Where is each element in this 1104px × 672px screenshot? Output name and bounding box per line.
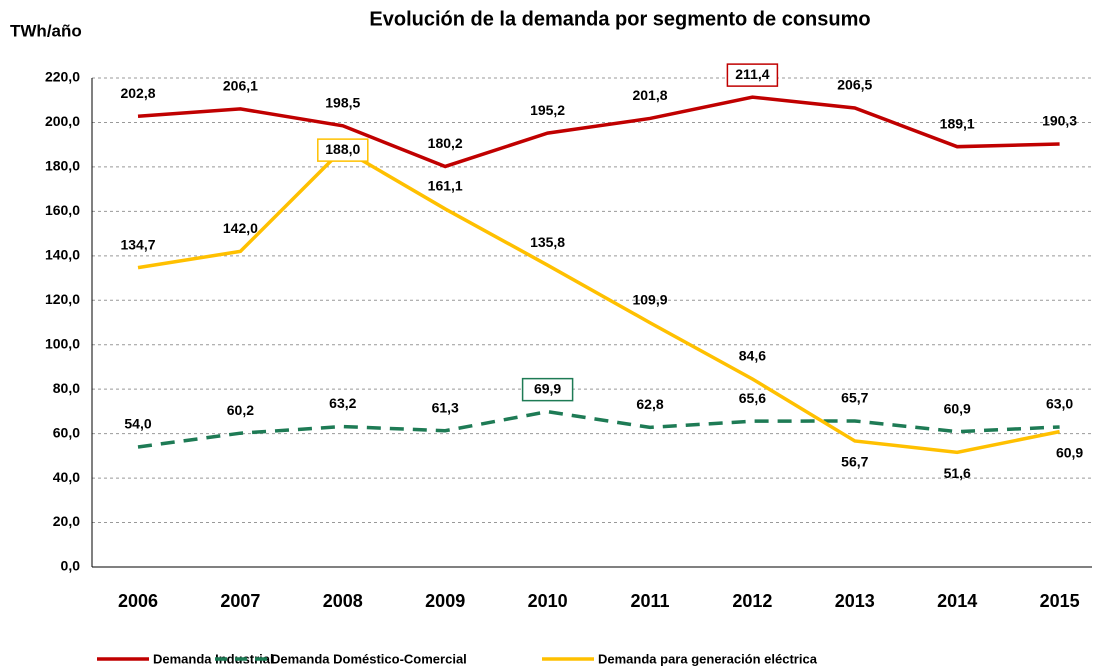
x-tick-label: 2008	[323, 591, 363, 611]
data-label: 69,9	[534, 380, 561, 396]
y-tick-label: 120,0	[45, 291, 80, 307]
y-tick-label: 160,0	[45, 202, 80, 218]
data-label: 65,7	[841, 390, 868, 406]
data-label: 190,3	[1042, 113, 1077, 129]
data-label: 206,5	[837, 77, 872, 93]
y-tick-label: 0,0	[61, 558, 81, 574]
data-label: 51,6	[944, 465, 971, 481]
data-label: 188,0	[325, 141, 360, 157]
y-tick-label: 200,0	[45, 113, 80, 129]
data-label: 211,4	[735, 66, 769, 82]
y-tick-label: 80,0	[53, 380, 80, 396]
x-tick-label: 2014	[937, 591, 977, 611]
highlight-box	[317, 138, 369, 162]
x-tick-label: 2013	[835, 591, 875, 611]
legend-label: Demanda Doméstico-Comercial	[271, 651, 467, 666]
x-tick-label: 2011	[630, 591, 669, 611]
y-tick-label: 100,0	[45, 335, 80, 351]
y-tick-label: 60,0	[53, 424, 80, 440]
data-label: 60,2	[227, 402, 254, 418]
data-label: 60,9	[1056, 444, 1083, 460]
x-tick-label: 2007	[220, 591, 260, 611]
legend-label: Demanda Industrial	[153, 651, 274, 666]
y-tick-label: 140,0	[45, 247, 80, 263]
data-label: 54,0	[124, 416, 151, 432]
data-label: 63,2	[329, 395, 356, 411]
data-label: 109,9	[632, 291, 667, 307]
data-label: 198,5	[325, 94, 360, 110]
series-line	[137, 146, 1060, 455]
data-label: 180,2	[428, 135, 463, 151]
y-tick-label: 20,0	[53, 513, 80, 529]
highlight-box	[726, 63, 779, 87]
y-tick-label: 220,0	[45, 69, 80, 85]
chart-title: Evolución de la demanda por segmento de …	[369, 8, 870, 30]
data-label: 195,2	[530, 102, 565, 118]
data-label: 61,3	[432, 399, 459, 415]
series-line	[137, 409, 1060, 449]
data-label: 84,6	[739, 348, 766, 364]
highlight-box	[521, 377, 574, 402]
data-label: 134,7	[120, 236, 155, 252]
data-label: 56,7	[841, 454, 868, 470]
data-label: 161,1	[428, 178, 463, 194]
x-tick-label: 2015	[1040, 591, 1080, 611]
data-label: 202,8	[120, 85, 155, 101]
data-label: 201,8	[632, 87, 667, 103]
data-label: 206,1	[223, 78, 258, 94]
y-axis-label: TWh/año	[10, 21, 82, 40]
data-label: 142,0	[223, 220, 258, 236]
x-tick-label: 2012	[732, 591, 772, 611]
data-label: 63,0	[1046, 396, 1073, 412]
series-line	[137, 95, 1060, 169]
data-label: 135,8	[530, 234, 565, 250]
legend-label: Demanda para generación eléctrica	[598, 651, 818, 666]
x-tick-label: 2006	[118, 591, 158, 611]
data-label: 62,8	[636, 396, 663, 412]
x-tick-label: 2010	[528, 591, 568, 611]
data-label: 189,1	[940, 115, 975, 131]
y-tick-label: 180,0	[45, 158, 80, 174]
data-label: 65,6	[739, 390, 766, 406]
y-tick-label: 40,0	[53, 469, 80, 485]
data-label: 60,9	[944, 400, 971, 416]
x-tick-label: 2009	[425, 591, 465, 611]
